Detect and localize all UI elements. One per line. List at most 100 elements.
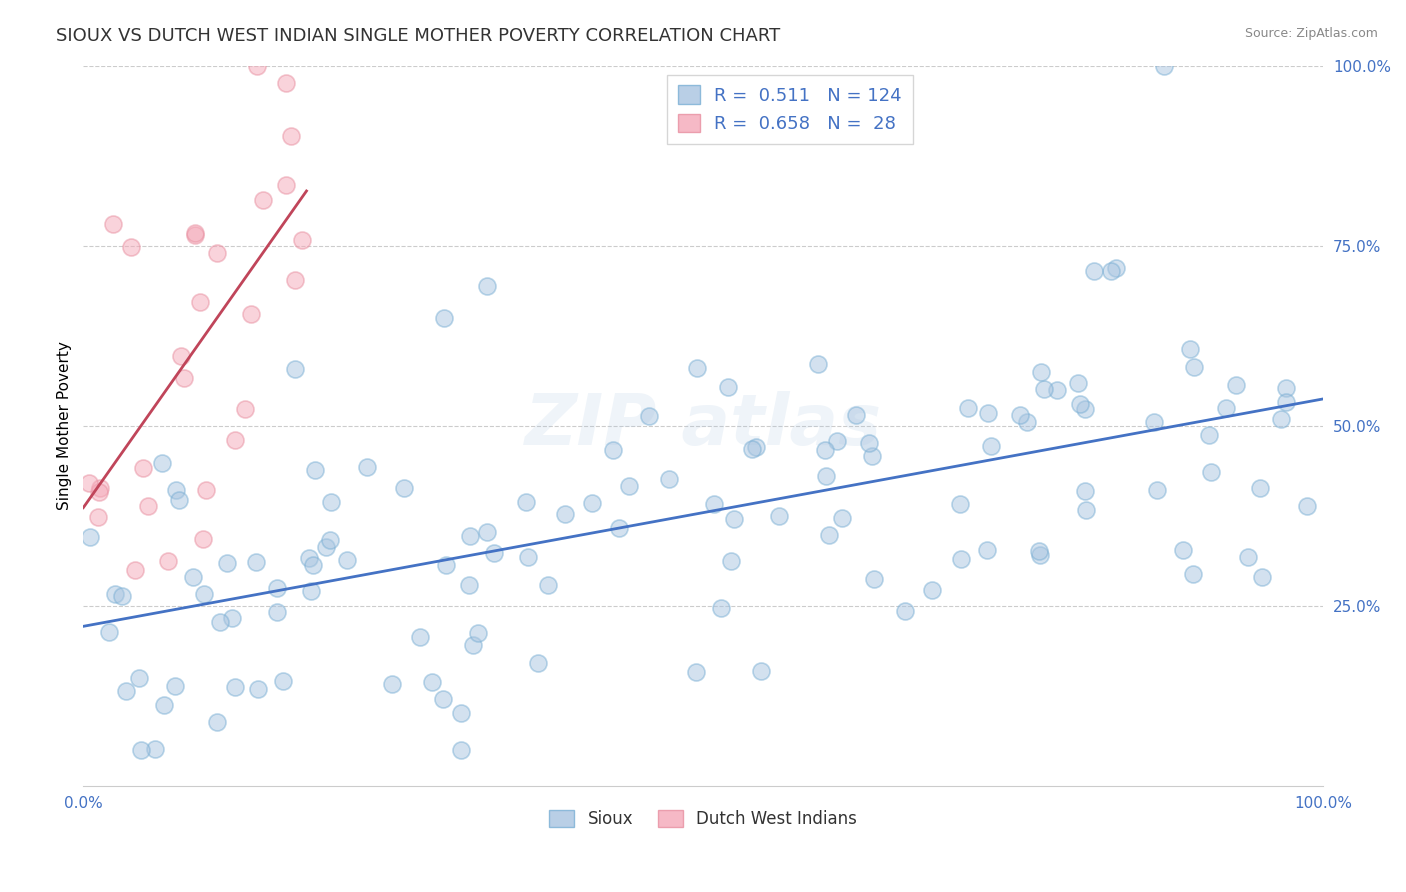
- Point: [976, 543, 998, 558]
- Point: [686, 361, 709, 376]
- Point: [101, 217, 124, 231]
- Point: [207, 245, 229, 260]
- Point: [301, 558, 323, 572]
- Point: [304, 463, 326, 477]
- Point: [280, 128, 302, 143]
- Point: [581, 496, 603, 510]
- Point: [167, 493, 190, 508]
- Point: [1074, 402, 1097, 417]
- Point: [1178, 342, 1201, 356]
- Point: [336, 553, 359, 567]
- Point: [233, 401, 256, 416]
- Point: [136, 500, 159, 514]
- Point: [104, 586, 127, 600]
- Point: [717, 380, 740, 394]
- Point: [1067, 376, 1090, 391]
- Point: [1173, 543, 1195, 558]
- Point: [950, 552, 973, 566]
- Legend: Sioux, Dutch West Indians: Sioux, Dutch West Indians: [543, 804, 865, 835]
- Point: [482, 546, 505, 560]
- Point: [215, 556, 238, 570]
- Point: [1237, 549, 1260, 564]
- Point: [450, 743, 472, 757]
- Point: [1270, 412, 1292, 426]
- Point: [723, 511, 745, 525]
- Y-axis label: Single Mother Poverty: Single Mother Poverty: [58, 342, 72, 510]
- Point: [1028, 549, 1050, 563]
- Point: [193, 587, 215, 601]
- Point: [224, 433, 246, 447]
- Point: [537, 577, 560, 591]
- Point: [467, 626, 489, 640]
- Point: [1069, 397, 1091, 411]
- Point: [284, 362, 307, 376]
- Point: [184, 227, 207, 241]
- Point: [685, 665, 707, 680]
- Point: [703, 497, 725, 511]
- Point: [276, 76, 298, 90]
- Point: [1074, 503, 1097, 517]
- Point: [1104, 261, 1126, 276]
- Point: [863, 572, 886, 586]
- Point: [1142, 415, 1164, 429]
- Text: SIOUX VS DUTCH WEST INDIAN SINGLE MOTHER POVERTY CORRELATION CHART: SIOUX VS DUTCH WEST INDIAN SINGLE MOTHER…: [56, 27, 780, 45]
- Point: [77, 475, 100, 490]
- Point: [1225, 377, 1247, 392]
- Point: [239, 307, 262, 321]
- Point: [165, 483, 187, 498]
- Point: [89, 481, 111, 495]
- Point: [184, 228, 207, 243]
- Point: [319, 495, 342, 509]
- Point: [170, 349, 193, 363]
- Point: [143, 741, 166, 756]
- Point: [1153, 59, 1175, 73]
- Point: [817, 528, 839, 542]
- Point: [392, 481, 415, 495]
- Point: [173, 371, 195, 385]
- Point: [745, 441, 768, 455]
- Point: [956, 401, 979, 415]
- Point: [1249, 481, 1271, 495]
- Point: [271, 673, 294, 688]
- Point: [1033, 382, 1056, 396]
- Point: [977, 407, 1000, 421]
- Point: [246, 59, 269, 73]
- Point: [475, 525, 498, 540]
- Point: [825, 434, 848, 449]
- Point: [221, 611, 243, 625]
- Point: [266, 582, 288, 596]
- Point: [247, 681, 270, 696]
- Point: [1296, 499, 1319, 513]
- Point: [434, 558, 457, 573]
- Point: [245, 555, 267, 569]
- Point: [420, 675, 443, 690]
- Point: [205, 714, 228, 729]
- Point: [1199, 465, 1222, 479]
- Point: [252, 193, 274, 207]
- Point: [87, 509, 110, 524]
- Point: [637, 409, 659, 424]
- Point: [980, 439, 1002, 453]
- Point: [276, 178, 298, 192]
- Point: [290, 233, 312, 247]
- Point: [409, 630, 432, 644]
- Point: [111, 590, 134, 604]
- Point: [115, 683, 138, 698]
- Point: [845, 408, 868, 422]
- Point: [1010, 408, 1032, 422]
- Point: [97, 624, 120, 639]
- Point: [458, 577, 481, 591]
- Point: [1015, 416, 1038, 430]
- Point: [120, 240, 142, 254]
- Point: [450, 706, 472, 721]
- Point: [949, 497, 972, 511]
- Point: [1073, 484, 1095, 499]
- Point: [1251, 570, 1274, 584]
- Point: [124, 563, 146, 577]
- Point: [741, 442, 763, 456]
- Point: [1215, 401, 1237, 415]
- Point: [858, 436, 880, 450]
- Point: [299, 583, 322, 598]
- Point: [831, 511, 853, 525]
- Point: [554, 507, 576, 521]
